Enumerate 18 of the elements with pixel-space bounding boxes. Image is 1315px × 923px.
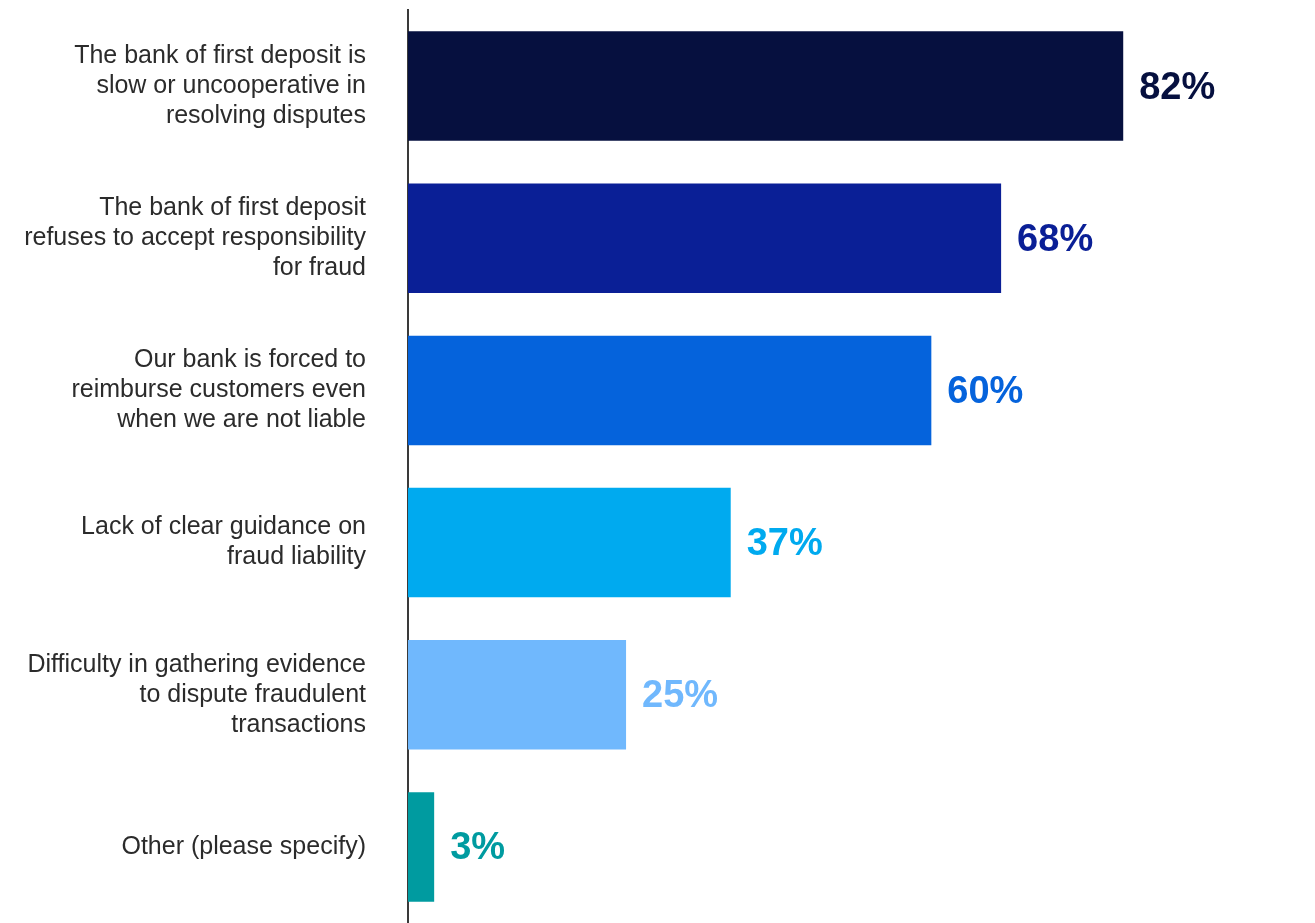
data-label: 37% [746, 521, 823, 564]
y-tick-label: Lack of clear guidance on fraud liability [81, 511, 367, 570]
bar [408, 31, 1124, 141]
bar [408, 183, 1002, 294]
y-tick-label: Our bank is forced to reimburse customers even when we are not liable [71, 344, 366, 433]
bar [408, 487, 731, 598]
data-label: 82% [1139, 64, 1216, 107]
data-label: 60% [947, 368, 1024, 411]
y-tick-label: The bank of first deposit refuses to accept responsibility for fraud [24, 192, 367, 281]
y-tick-label: Difficulty in gathering evidence to dispute fraudulent transactions [27, 648, 367, 737]
bar [408, 792, 435, 902]
bar [408, 335, 932, 446]
y-tick-label: Other (please specify) [121, 830, 366, 859]
data-label: 68% [1017, 216, 1094, 259]
bar [408, 639, 627, 750]
data-label: 25% [642, 673, 719, 716]
data-label: 3% [450, 825, 506, 868]
y-tick-label: The bank of first deposit is slow or uncooperative in resolving disputes [74, 39, 366, 128]
